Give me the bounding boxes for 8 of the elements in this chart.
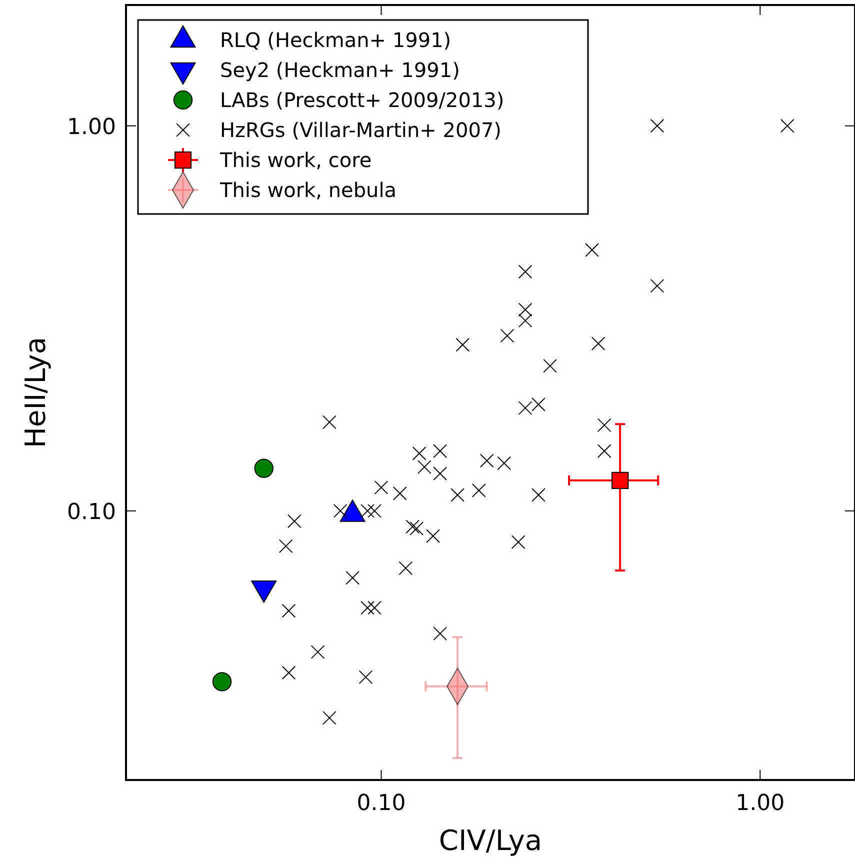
legend-label: LABs (Prescott+ 2009/2013) [220,88,504,112]
x-axis-title: CIV/Lya [438,824,542,857]
y-axis-title: HeII/Lya [19,337,52,448]
legend-label: This work, nebula [219,178,397,202]
legend-label: RLQ (Heckman+ 1991) [220,28,452,52]
legend-label: This work, core [219,148,372,172]
legend-label: HzRGs (Villar-Martin+ 2007) [220,118,502,142]
legend-label: Sey2 (Heckman+ 1991) [220,58,460,82]
